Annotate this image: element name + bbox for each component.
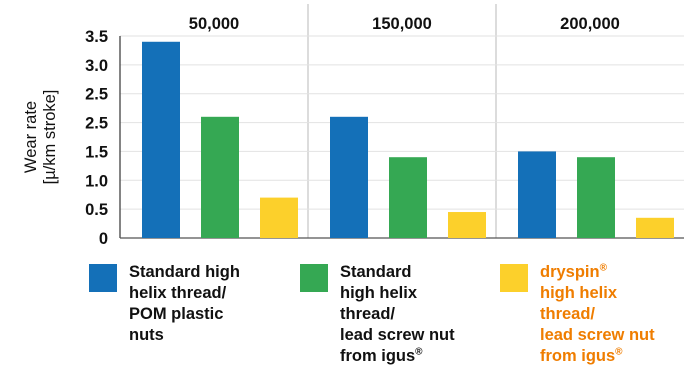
legend-label-text: lead screw nut: [340, 326, 455, 344]
legend-label-line: high helix: [540, 283, 655, 304]
legend-label-line: lead screw nut: [340, 325, 455, 346]
legend-label-text: high helix: [340, 284, 418, 302]
legend-label-text: thread/: [340, 305, 396, 323]
legend-label-text: from igus: [340, 347, 416, 365]
bar: [260, 197, 298, 238]
legend-label-line: helix thread/: [129, 283, 240, 304]
legend-label-line: thread/: [340, 304, 455, 325]
legend-label-line: high helix: [340, 283, 455, 304]
category-label: 200,000: [560, 15, 620, 33]
legend-label: Standard high helix thread/lead screw nut f…: [340, 262, 455, 367]
y-tick-label: 2.5: [85, 115, 108, 133]
legend-label-text: helix thread/: [129, 284, 227, 302]
y-tick-label: 1.5: [85, 143, 108, 161]
legend-swatch: [89, 264, 117, 292]
y-tick-label: 0.5: [85, 201, 108, 219]
legend-swatch: [300, 264, 328, 292]
legend-label-text: Standard high: [129, 263, 240, 281]
legend-item: Standard high helix thread/POM plastic nut…: [89, 262, 240, 346]
legend-label-line: from igus®: [340, 346, 455, 367]
bar: [389, 157, 427, 238]
y-axis-label: Wear rate: [22, 101, 40, 173]
legend-label-line: from igus®: [540, 346, 655, 367]
y-tick-label: 3.5: [85, 28, 108, 46]
registered-mark: ®: [415, 346, 423, 358]
bar: [142, 41, 180, 239]
registered-mark: ®: [599, 262, 607, 274]
y-axis-label: [µ/km stroke]: [41, 90, 59, 185]
legend-label-text: nuts: [129, 326, 164, 344]
y-tick-label: 0: [99, 230, 108, 248]
category-label: 50,000: [189, 15, 239, 33]
bar: [636, 217, 674, 238]
legend-label: Standard high helix thread/POM plastic nut…: [129, 262, 240, 346]
registered-mark: ®: [615, 346, 623, 358]
legend-label-text: thread/: [540, 305, 596, 323]
legend-label-text: high helix: [540, 284, 618, 302]
legend-label-line: dryspin®: [540, 262, 655, 283]
legend-label-text: POM plastic: [129, 305, 224, 323]
legend-item: Standard high helix thread/lead screw nut f…: [300, 262, 455, 367]
bar: [201, 116, 239, 238]
legend-label-line: Standard high: [129, 262, 240, 283]
y-tick-label: 1.0: [85, 172, 108, 190]
y-tick-label: 3.0: [85, 57, 108, 75]
y-tick-label: 2.5: [85, 86, 108, 104]
legend-label-text: lead screw nut: [540, 326, 655, 344]
legend-label-line: lead screw nut: [540, 325, 655, 346]
bar: [330, 116, 368, 238]
legend-label-text: dryspin: [540, 263, 600, 281]
legend-label: dryspin® high helix thread/lead screw nut f…: [540, 262, 655, 367]
bar: [518, 151, 556, 238]
legend-label-text: Standard: [340, 263, 412, 281]
category-label: 150,000: [372, 15, 432, 33]
bar: [577, 157, 615, 238]
legend-swatch: [500, 264, 528, 292]
bar: [448, 212, 486, 238]
legend-label-line: thread/: [540, 304, 655, 325]
chart: 0 0.5 1.0 1.5 2.5 2.5 3.0 3.5 Wear rate [µ/km str…: [22, 4, 684, 248]
legend-label-line: POM plastic: [129, 304, 240, 325]
legend-label-text: from igus: [540, 347, 616, 365]
legend-label-line: nuts: [129, 325, 240, 346]
legend-label-line: Standard: [340, 262, 455, 283]
legend-item: dryspin® high helix thread/lead screw nut f…: [500, 262, 655, 367]
